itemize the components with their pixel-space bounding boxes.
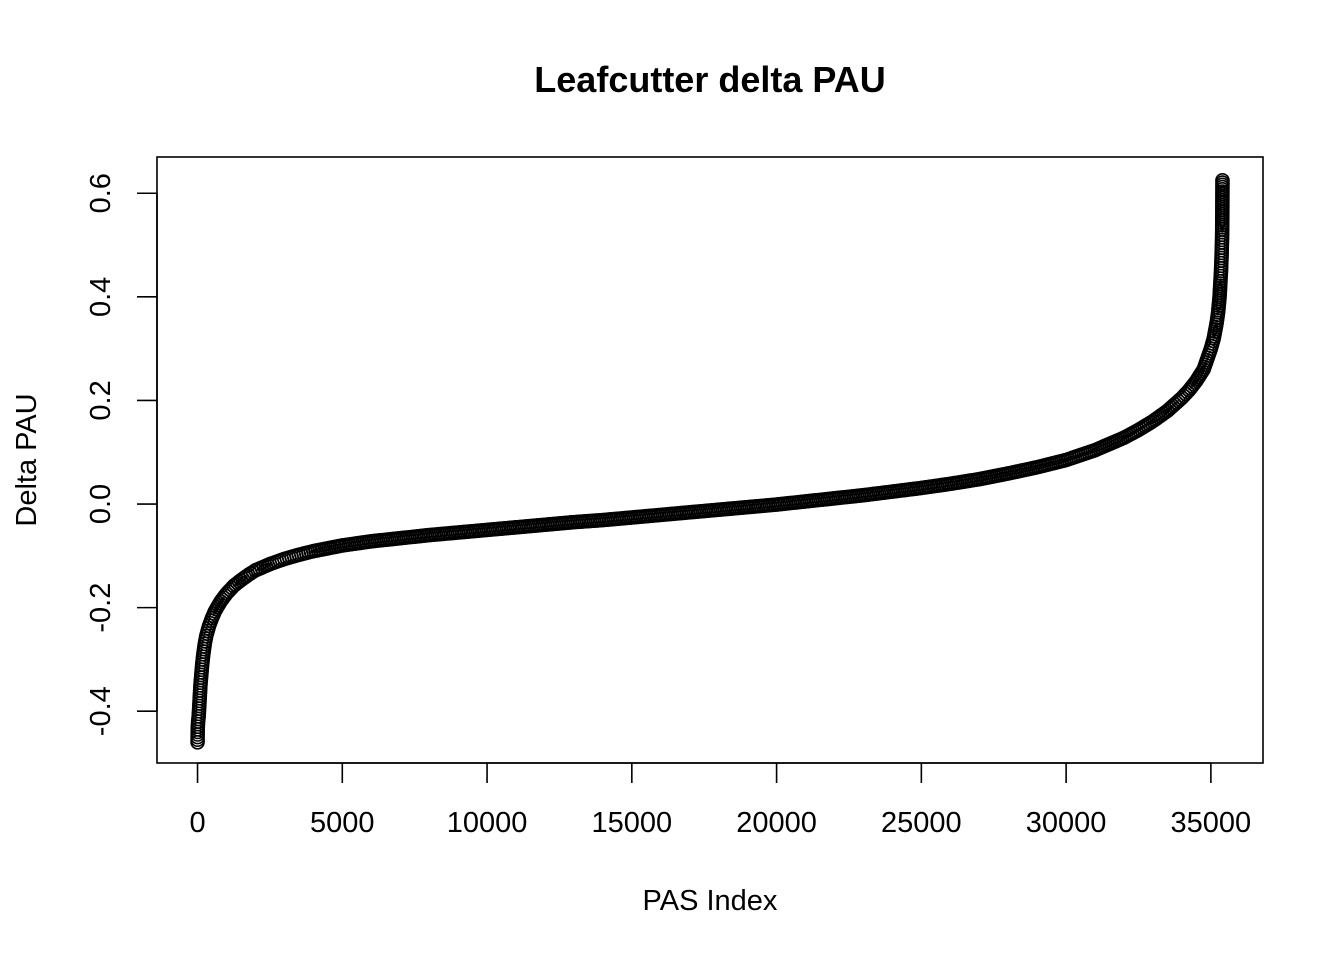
data-point bbox=[1215, 173, 1230, 188]
x-tick-label: 30000 bbox=[1026, 807, 1107, 839]
x-tick-label: 35000 bbox=[1171, 807, 1252, 839]
x-tick-label: 5000 bbox=[310, 807, 375, 839]
y-tick-label: 0.0 bbox=[85, 484, 117, 524]
chart-title: Leafcutter delta PAU bbox=[534, 59, 885, 100]
x-axis-ticks: 0 5000 10000 15000 20000 25000 30000 35000 bbox=[189, 763, 1251, 839]
x-tick-label: 15000 bbox=[591, 807, 672, 839]
y-tick-label: 0.2 bbox=[85, 380, 117, 420]
y-tick-label: 0.4 bbox=[85, 277, 117, 317]
x-tick-label: 10000 bbox=[447, 807, 528, 839]
plot-frame bbox=[156, 156, 1264, 764]
y-axis-ticks: -0.4 -0.2 0.0 0.2 0.4 0.6 bbox=[85, 173, 157, 736]
x-axis-label: PAS Index bbox=[643, 885, 778, 917]
y-axis-label: Delta PAU bbox=[11, 393, 43, 526]
data-point bbox=[1172, 392, 1188, 407]
y-tick-label: 0.6 bbox=[85, 173, 117, 213]
x-tick-label: 20000 bbox=[736, 807, 817, 839]
x-tick-label: 0 bbox=[189, 807, 205, 839]
y-tick-label: -0.4 bbox=[85, 686, 117, 736]
x-tick-label: 25000 bbox=[881, 807, 962, 839]
data-points bbox=[190, 173, 1230, 750]
y-tick-label: -0.2 bbox=[85, 583, 117, 633]
